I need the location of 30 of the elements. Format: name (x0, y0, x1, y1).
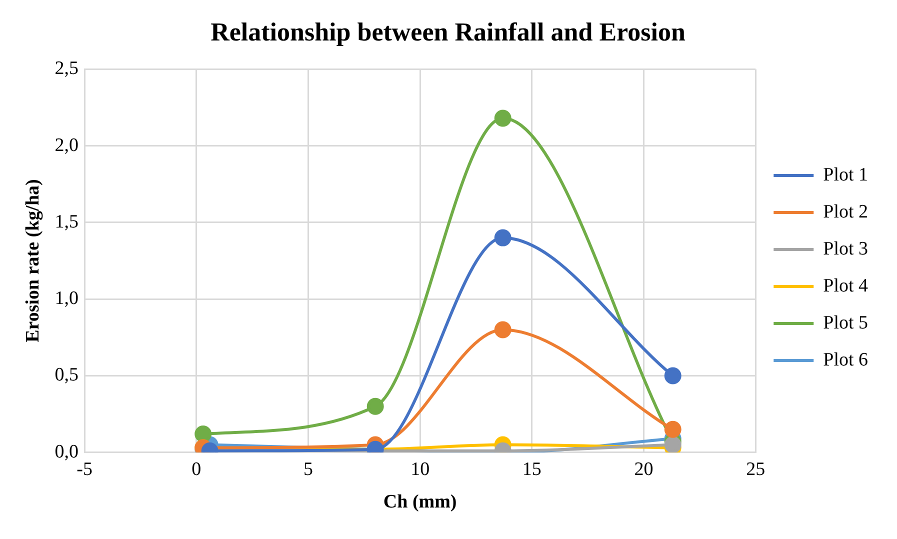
y-tick-label: 2,5 (54, 58, 79, 80)
point (664, 367, 682, 384)
y-tick-label: 1,0 (54, 288, 79, 310)
y-tick-label: 0,5 (54, 364, 79, 386)
legend-label: Plot 5 (823, 312, 868, 334)
point (664, 436, 682, 452)
y-tick-label: 2,0 (54, 134, 79, 156)
x-tick-label: 0 (192, 458, 202, 480)
legend-label: Plot 1 (823, 164, 868, 186)
point (494, 110, 512, 127)
x-tick-label: 25 (746, 458, 766, 480)
legend-label: Plot 3 (823, 238, 868, 260)
legend-label: Plot 2 (823, 201, 868, 222)
chart-title: Relationship between Rainfall and Erosion (210, 17, 686, 46)
y-tick-label: 1,5 (54, 211, 79, 232)
x-axis-title: Ch (mm) (383, 492, 457, 513)
point (366, 398, 384, 415)
legend-label: Plot 6 (823, 349, 868, 370)
point (494, 321, 512, 338)
x-tick-label: 20 (634, 458, 654, 480)
x-tick-label: -5 (76, 458, 92, 480)
y-axis-title: Erosion rate (kg/ha) (22, 179, 44, 342)
point (664, 420, 682, 438)
point (194, 426, 212, 443)
x-tick-label: 15 (522, 458, 542, 480)
y-tick-label: 0,0 (54, 441, 79, 462)
x-tick-label: 10 (410, 458, 430, 480)
legend-label: Plot 4 (823, 275, 868, 296)
x-tick-label: 5 (303, 458, 313, 480)
point (494, 229, 512, 246)
